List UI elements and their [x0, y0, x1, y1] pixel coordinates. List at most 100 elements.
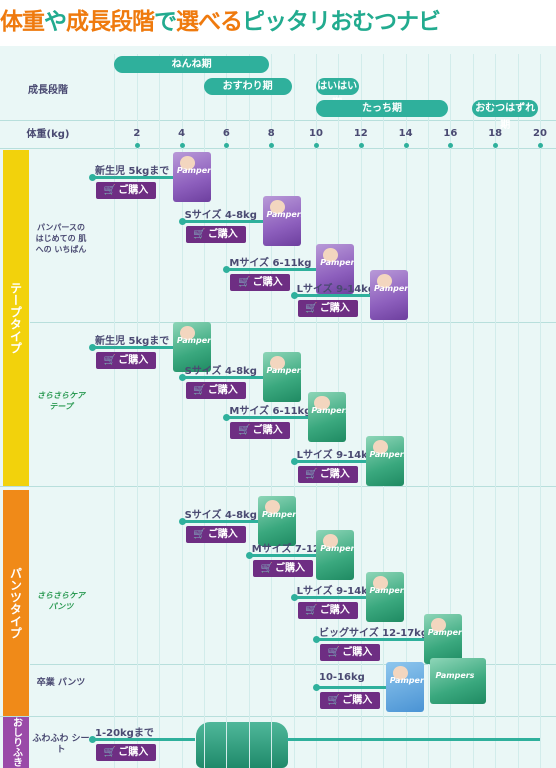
stage-bar-1: おすわり期 [203, 78, 292, 95]
buy-button[interactable]: 🛒 ご購入 [96, 352, 156, 369]
buy-button[interactable]: 🛒 ご購入 [320, 644, 380, 661]
buy-button[interactable]: 🛒 ご購入 [185, 382, 246, 399]
buy-button[interactable]: 🛒 ご購入 [297, 602, 358, 619]
pampers-logo: Pampers [369, 450, 404, 459]
product-image-tape1-3[interactable]: Pampers [370, 270, 409, 320]
weight-tick-dot [538, 143, 543, 148]
size-range-line [316, 686, 390, 689]
buy-button[interactable]: 🛒 ご購入 [96, 182, 156, 199]
cart-icon: 🛒 [260, 563, 274, 574]
buy-button[interactable]: 🛒 ご購入 [320, 692, 380, 709]
size-range-line [92, 176, 178, 179]
baby-face-icon [372, 576, 388, 590]
cart-icon: 🛒 [103, 747, 117, 758]
product-image-pants-1[interactable]: Pampers [316, 530, 355, 580]
wipes-type-label: おしりふき [3, 716, 29, 768]
tape-group2-label: さらさらケア テープ [37, 391, 85, 411]
size-label: Sサイズ 4-8kg [184, 210, 257, 221]
grid-line [114, 54, 116, 768]
product-image-pants-3[interactable]: Pampers [424, 614, 462, 664]
grid-line [405, 54, 407, 768]
size-range-line [181, 220, 267, 223]
buy-button[interactable]: 🛒 ご購入 [297, 300, 358, 317]
grid-line [383, 54, 385, 768]
weight-tick-dot [493, 143, 499, 148]
size-range-line [316, 638, 428, 641]
size-range-line [226, 268, 321, 271]
wipes-product-image[interactable] [196, 722, 288, 768]
tape-group1-label: パンパースの はじめての 肌への いちばん [35, 223, 87, 254]
baby-face-icon [430, 618, 447, 632]
product-image-pants-0[interactable]: Pampers [258, 496, 297, 546]
product-image-tape2-0[interactable]: Pampers [173, 322, 212, 372]
weight-tick-dot [269, 143, 275, 148]
weight-tick: 14 [398, 128, 413, 139]
size-label: Lサイズ 9-14kg [296, 450, 375, 461]
product-image-tape2-2[interactable]: Pampers [307, 392, 346, 442]
buy-button[interactable]: 🛒 ご購入 [230, 422, 291, 439]
product-image-tape1-0[interactable]: Pampers [173, 152, 212, 202]
size-label: 新生児 5kgまで [95, 336, 170, 347]
pants-type-label: パンツタイプ [3, 490, 29, 716]
baby-face-icon [269, 200, 285, 214]
weight-tick-dot [314, 143, 319, 148]
size-range-dot [89, 174, 96, 181]
size-label: Sサイズ 4-8kg [184, 366, 257, 377]
baby-face-icon [179, 326, 196, 340]
weight-tick: 8 [267, 128, 275, 139]
pampers-logo: Pampers [320, 544, 355, 553]
baby-face-icon [323, 248, 339, 262]
baby-face-icon [265, 500, 281, 514]
cart-icon: 🛒 [305, 469, 318, 480]
size-range-line [293, 596, 370, 599]
pampers-logo: Pampers [176, 336, 212, 345]
buy-button[interactable]: 🛒 ご購入 [297, 466, 358, 483]
pampers-logo: Pampers [320, 258, 355, 267]
product-image-tape1-2[interactable]: Pampers [316, 244, 355, 294]
weight-tick-dot [224, 143, 230, 148]
size-range-line [248, 554, 321, 557]
cart-icon: 🛒 [103, 185, 117, 196]
buy-button[interactable]: 🛒 ご購入 [96, 744, 156, 761]
product-image-pants-4[interactable]: Pampers [385, 662, 424, 712]
buy-button[interactable]: 🛒 ご購入 [185, 526, 246, 543]
buy-button[interactable]: 🛒 ご購入 [230, 274, 291, 291]
product-image-pants-2[interactable]: Pampers [365, 572, 404, 622]
product-image-pants-5[interactable]: Pampers [429, 658, 486, 704]
product-image-tape1-1[interactable]: Pampers [262, 196, 301, 246]
cart-icon: 🛒 [305, 605, 318, 616]
size-label: Mサイズ 6-11kg [229, 258, 312, 269]
size-range-line [92, 346, 178, 349]
weight-row-label: 体重(kg) [26, 129, 70, 140]
size-range-line [226, 416, 312, 419]
size-range-line [181, 520, 263, 523]
grid-line [159, 54, 161, 768]
pants-group1-label: さらさらケア パンツ [37, 591, 85, 611]
product-image-tape2-1[interactable]: Pampers [262, 352, 301, 402]
pampers-logo: Pampers [369, 586, 404, 595]
size-range-dot [178, 518, 186, 525]
weight-tick: 4 [178, 128, 186, 139]
buy-button[interactable]: 🛒 ご購入 [185, 226, 246, 243]
baby-face-icon [377, 274, 393, 288]
pampers-logo: Pampers [374, 284, 409, 293]
stage-row-label: 成長段階 [28, 85, 68, 96]
size-range-dot [313, 684, 320, 691]
grid-line [360, 54, 362, 768]
size-label: Sサイズ 4-8kg [184, 510, 257, 521]
baby-face-icon [314, 396, 330, 410]
weight-tick-dot [179, 143, 185, 148]
buy-button[interactable]: 🛒 ご購入 [252, 560, 313, 577]
weight-tick: 12 [353, 128, 368, 139]
product-image-tape2-3[interactable]: Pampers [365, 436, 404, 486]
size-range-dot [223, 266, 231, 273]
cart-icon: 🛒 [103, 355, 117, 366]
size-range-dot [223, 414, 231, 421]
size-range-dot [290, 458, 298, 465]
size-label: Lサイズ 9-14kg [296, 284, 375, 295]
baby-face-icon [372, 440, 388, 454]
cart-icon: 🛒 [327, 647, 341, 658]
pampers-logo: Pampers [389, 676, 424, 685]
size-range-dot [89, 344, 96, 351]
size-range-dot [89, 736, 96, 743]
